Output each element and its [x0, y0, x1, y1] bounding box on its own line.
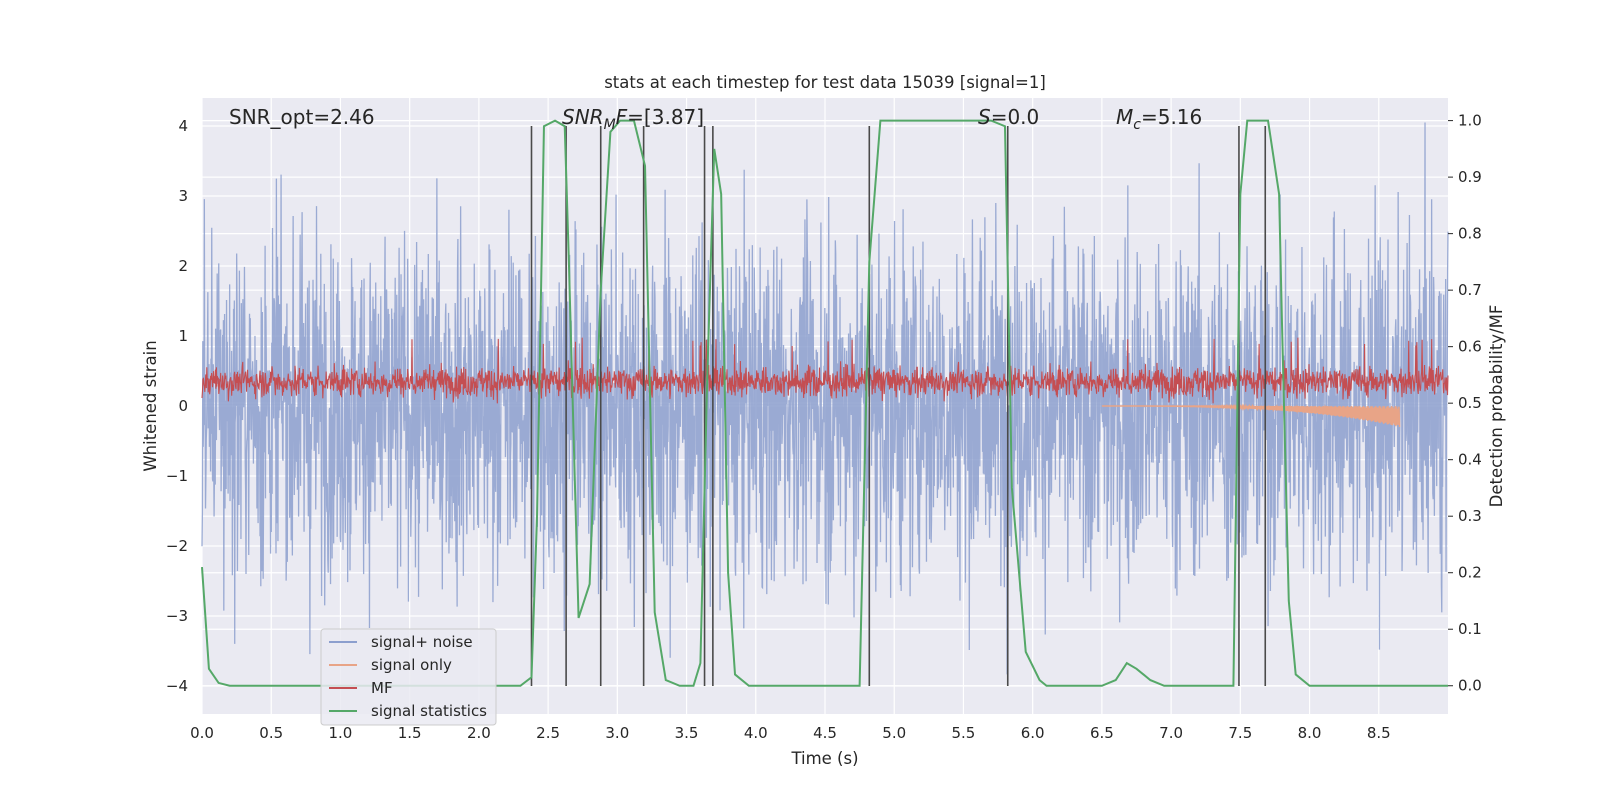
y-left-tick-label-7: 3 — [178, 187, 188, 205]
x-tick-label-14: 7.0 — [1159, 724, 1183, 742]
y-left-tick-label-8: 4 — [178, 117, 188, 135]
series-line-signal-noise — [201, 122, 1449, 675]
annotation-snr-mf-value: =[3.87] — [627, 105, 704, 129]
y-left-tick-label-1: −3 — [166, 607, 188, 625]
y-left-tick-label-6: 2 — [178, 257, 188, 275]
x-tick-label-8: 4.0 — [744, 724, 768, 742]
y-right-tick-label-8: 0.8 — [1458, 225, 1482, 243]
legend-label-signal-statistics: signal statistics — [371, 702, 487, 720]
annotation-snr-opt: SNR_opt=2.46 — [229, 105, 375, 129]
x-tick-label-7: 3.5 — [675, 724, 699, 742]
x-axis-label: Time (s) — [790, 749, 858, 768]
y-right-tick-label-3: 0.3 — [1458, 507, 1482, 525]
x-tick-label-9: 4.5 — [813, 724, 837, 742]
y-right-tick-label-9: 0.9 — [1458, 168, 1482, 186]
signal-statistics-series — [201, 119, 1448, 687]
x-tick-label-16: 8.0 — [1298, 724, 1322, 742]
x-tick-label-12: 6.0 — [1021, 724, 1045, 742]
y-right-tick-label-5: 0.5 — [1458, 394, 1482, 412]
annotation-snr-mf: SNRMF=[3.87] — [562, 105, 704, 133]
y-left-tick-label-5: 1 — [178, 327, 188, 345]
chart-title: stats at each timestep for test data 150… — [604, 73, 1046, 92]
signal-noise-series — [201, 122, 1449, 675]
x-tick-label-4: 2.0 — [467, 724, 491, 742]
y-left-tick-label-2: −2 — [166, 537, 188, 555]
y-right-tick-label-1: 0.1 — [1458, 620, 1482, 638]
x-tick-label-6: 3.0 — [605, 724, 629, 742]
series-line-signal-statistics — [201, 119, 1448, 687]
y-axis-left-ticks: −4 −3 −2 −1 0 1 2 3 4 — [166, 117, 188, 695]
annotation-mc-subscript: c — [1133, 117, 1141, 133]
x-tick-label-2: 1.0 — [329, 724, 353, 742]
annotation-s: S=0.0 — [978, 105, 1039, 129]
annotation-s-value: =0.0 — [991, 105, 1040, 129]
mf-series — [201, 337, 1449, 404]
signal-only-series — [1101, 403, 1401, 427]
y-right-tick-label-4: 0.4 — [1458, 451, 1482, 469]
y-right-tick-label-7: 0.7 — [1458, 281, 1482, 299]
annotation-mc-value: =5.16 — [1141, 105, 1202, 129]
annotation-snr-mf-symbol: SNR — [562, 105, 604, 129]
x-tick-label-13: 6.5 — [1090, 724, 1114, 742]
x-tick-label-1: 0.5 — [259, 724, 283, 742]
x-tick-label-15: 7.5 — [1228, 724, 1252, 742]
x-tick-label-0: 0.0 — [190, 724, 214, 742]
annotation-mc-symbol: M — [1116, 105, 1133, 129]
legend-box — [320, 628, 497, 726]
y-left-tick-label-0: −4 — [166, 677, 188, 695]
x-tick-label-5: 2.5 — [536, 724, 560, 742]
y-axis-right-ticks: 0.0 0.1 0.2 0.3 0.4 0.5 0.6 0.7 0.8 0.9 1.0 — [1448, 112, 1482, 695]
annotation-snr-mf-tail: F — [616, 105, 628, 129]
x-tick-label-11: 5.5 — [952, 724, 976, 742]
x-tick-label-10: 5.0 — [882, 724, 906, 742]
series-line-mf — [201, 337, 1449, 404]
x-tick-label-3: 1.5 — [398, 724, 422, 742]
y-right-tick-label-2: 0.2 — [1458, 564, 1482, 582]
x-axis-ticks: 0.0 0.5 1.0 1.5 2.0 2.5 3.0 3.5 4.0 4.5 5.0 5.5 6.0 6… — [190, 724, 1391, 742]
y-left-tick-label-3: −1 — [166, 467, 188, 485]
y-axis-left-label: Whitened strain — [141, 340, 160, 471]
y-left-tick-label-4: 0 — [178, 397, 188, 415]
annotation-mc: Mc=5.16 — [1116, 105, 1202, 133]
legend-label-mf: MF — [371, 679, 393, 697]
legend-label-signal-only: signal only — [371, 656, 452, 674]
y-right-tick-label-0: 0.0 — [1458, 677, 1482, 695]
y-right-tick-label-10: 1.0 — [1458, 112, 1482, 130]
y-axis-right-label: Detection probability/MF — [1487, 305, 1506, 508]
legend: signal+ noise signal only MF signal stat… — [320, 628, 497, 726]
y-right-tick-label-6: 0.6 — [1458, 338, 1482, 356]
annotation-s-symbol: S — [978, 105, 991, 129]
annotation-snr-mf-subscript: M — [604, 117, 616, 133]
x-tick-label-17: 8.5 — [1367, 724, 1391, 742]
vertical-markers — [530, 126, 1267, 686]
legend-label-signal-noise: signal+ noise — [371, 633, 473, 651]
series-line-signal-only — [1101, 403, 1401, 427]
